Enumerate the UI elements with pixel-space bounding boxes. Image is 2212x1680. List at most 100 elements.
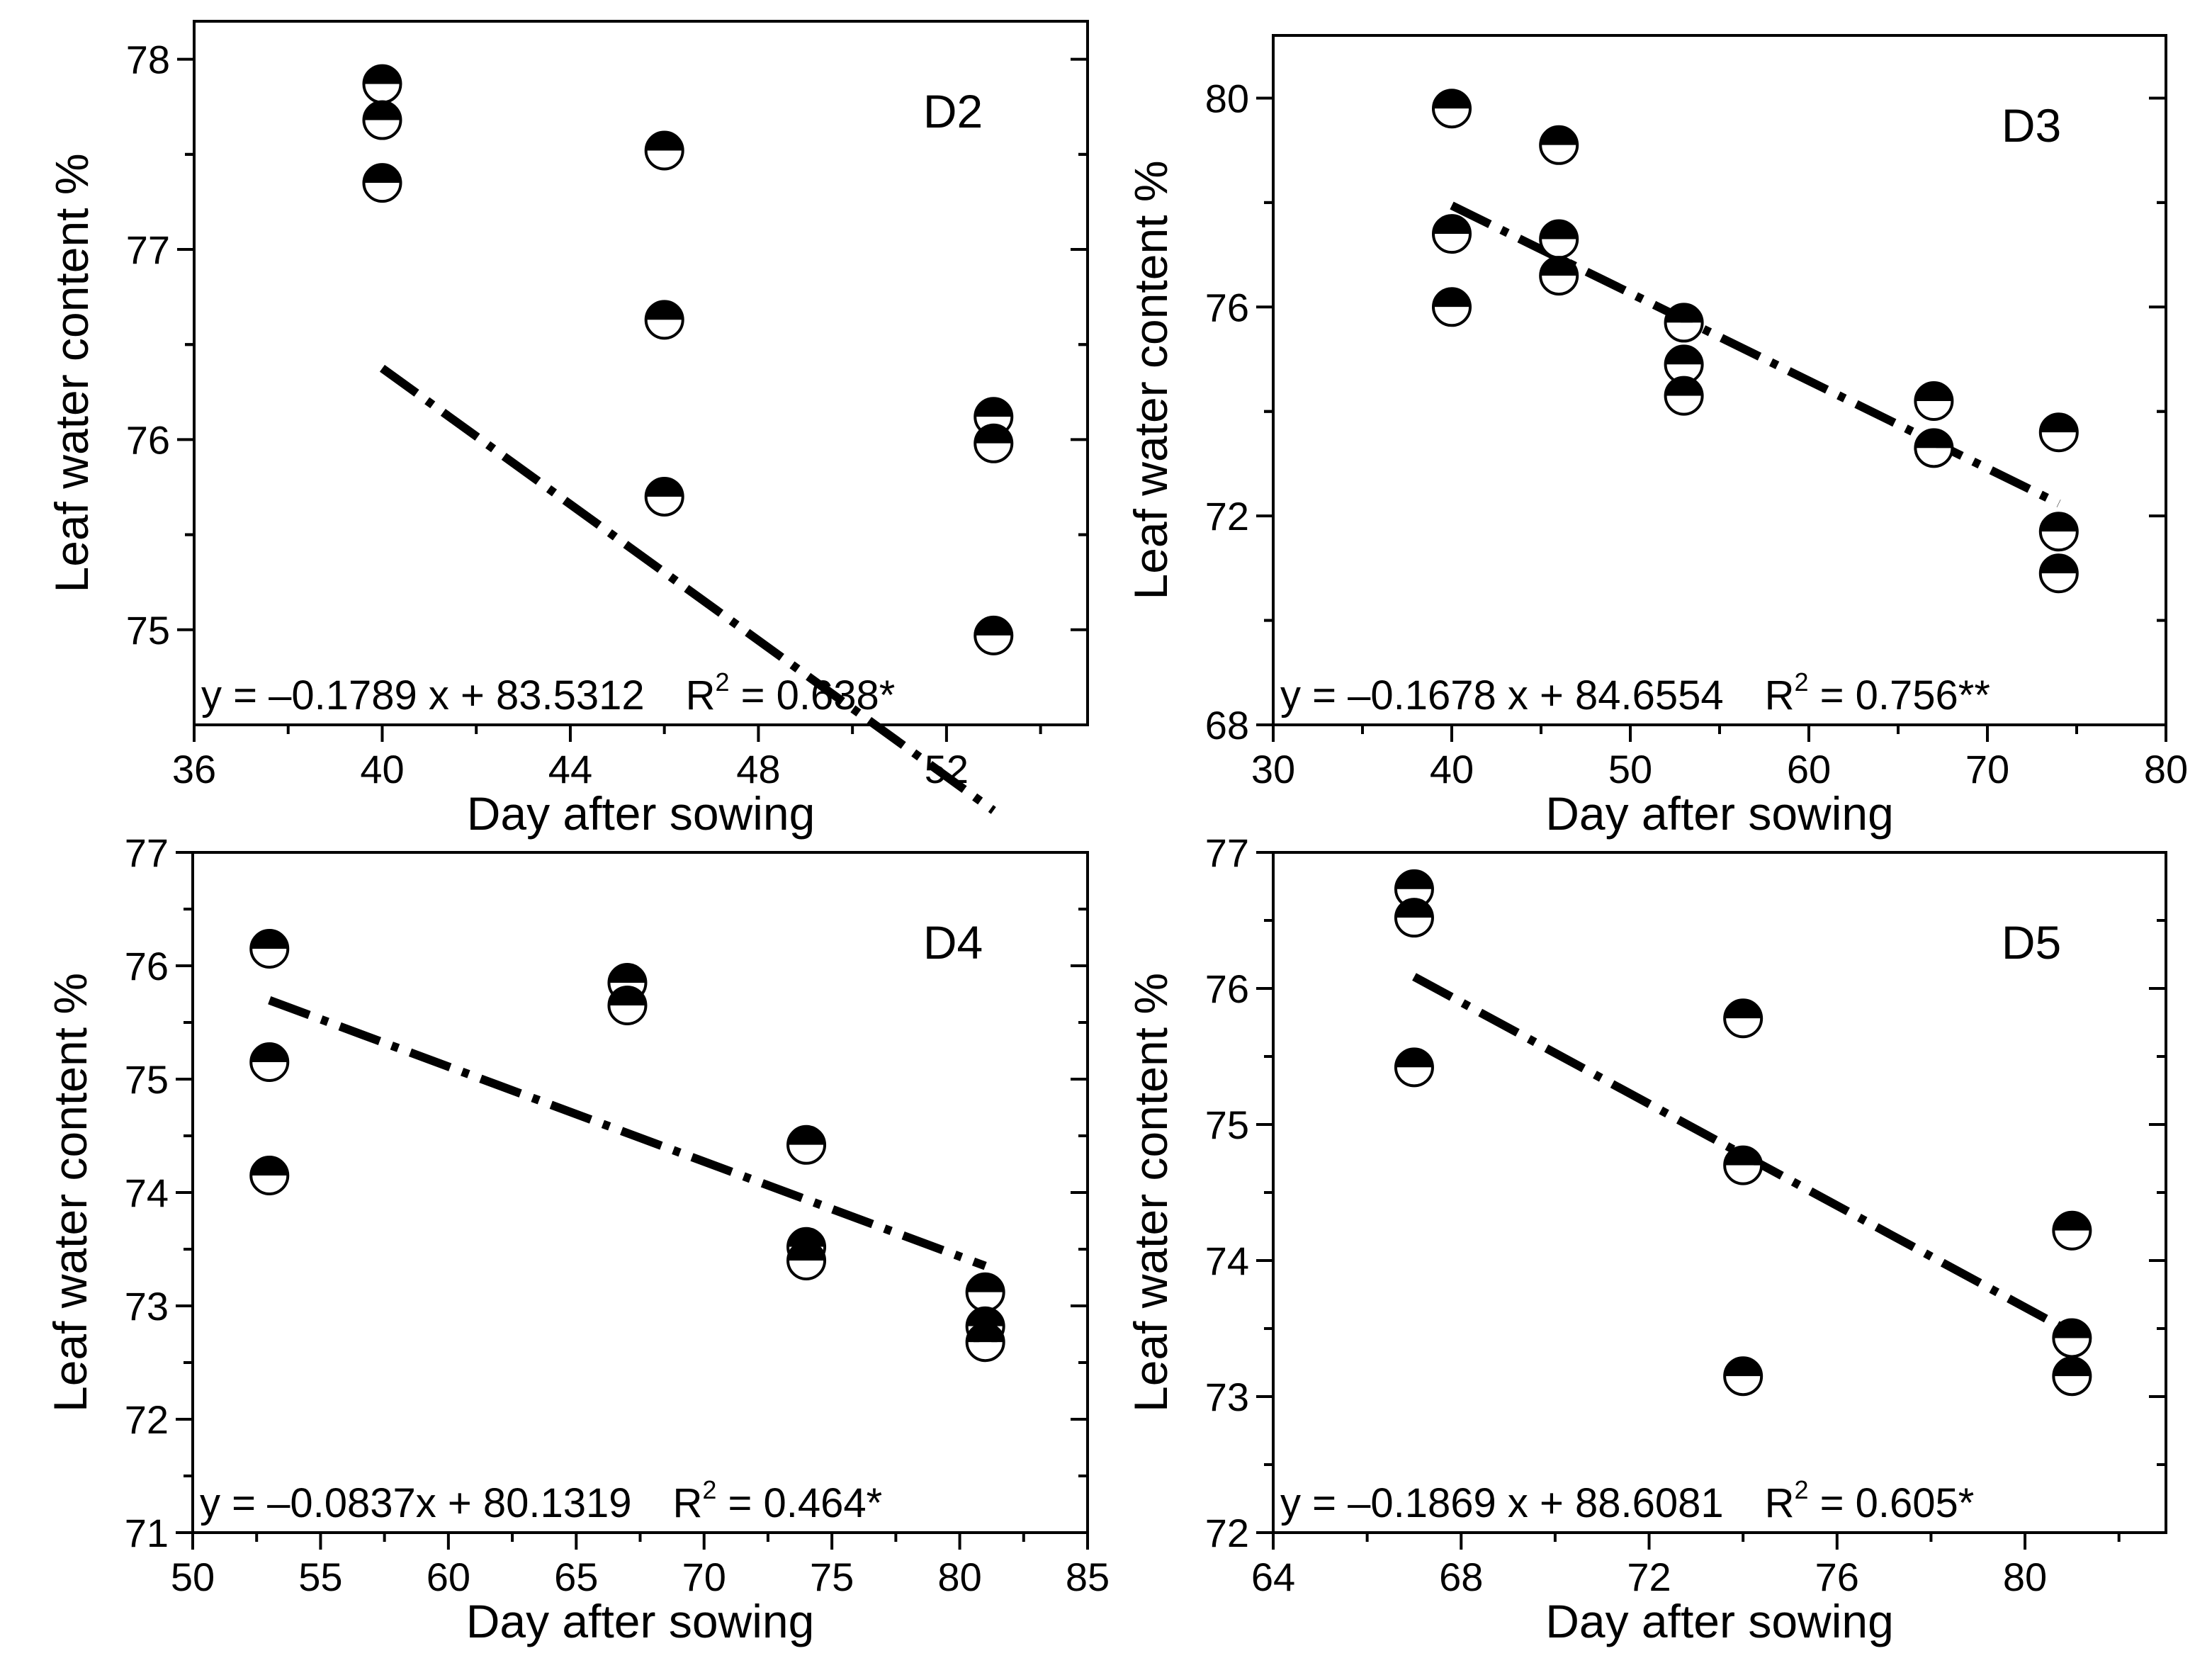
- y-tick-label: 68: [1205, 703, 1249, 748]
- data-point: [1539, 125, 1579, 165]
- data-point-top: [1725, 1000, 1762, 1019]
- data-point-bottom: [1915, 448, 1953, 467]
- data-point-outline: [1539, 125, 1579, 165]
- data-point-bottom: [975, 443, 1012, 462]
- data-point-bottom: [2053, 1376, 2091, 1395]
- data-point-top: [1665, 377, 1703, 396]
- data-point: [786, 1241, 827, 1280]
- data-point: [2052, 1210, 2092, 1251]
- data-point-top: [966, 1273, 1004, 1292]
- data-point-top: [251, 1044, 288, 1062]
- x-axis-label: Day after sowing: [1545, 1595, 1894, 1647]
- x-tick-label: 85: [1066, 1555, 1110, 1599]
- data-point-bottom: [363, 183, 401, 202]
- r2-symbol: R: [1765, 672, 1795, 718]
- x-axis-label: Day after sowing: [466, 1595, 815, 1647]
- x-tick-label: 48: [736, 747, 780, 791]
- data-point: [249, 929, 290, 969]
- data-point-outline: [2052, 1356, 2092, 1397]
- data-point-top: [251, 1157, 288, 1176]
- data-point-outline: [1723, 1356, 1764, 1397]
- data-point-bottom: [1433, 307, 1470, 326]
- data-point-top: [1433, 90, 1470, 109]
- r2-value: = 0.638*: [730, 672, 896, 718]
- data-point: [786, 1124, 827, 1165]
- y-tick-label: 77: [125, 830, 169, 875]
- x-tick-label: 55: [298, 1555, 342, 1599]
- equation-text: y = –0.1789 x + 83.5312: [201, 672, 645, 718]
- data-point-top: [363, 164, 401, 184]
- data-point-bottom: [1540, 145, 1578, 164]
- data-point: [1394, 898, 1434, 938]
- data-point: [2038, 512, 2079, 552]
- data-point-top: [645, 301, 683, 320]
- x-tick-label: 60: [427, 1555, 470, 1599]
- trend-line: [1412, 973, 2075, 1337]
- x-tick-label: 75: [810, 1555, 854, 1599]
- data-point: [974, 423, 1014, 463]
- data-point-outline: [1914, 428, 1954, 468]
- data-point-outline: [1432, 89, 1472, 129]
- data-point-bottom: [645, 496, 683, 515]
- data-point-outline: [1914, 380, 1954, 421]
- data-point-bottom: [1915, 400, 1953, 419]
- data-point-outline: [1664, 303, 1704, 343]
- x-tick-label: 76: [1815, 1555, 1859, 1599]
- data-point: [1432, 214, 1472, 254]
- data-point-bottom: [1725, 1165, 1762, 1184]
- data-point: [1723, 998, 1764, 1039]
- data-point-outline: [1394, 898, 1434, 938]
- data-point-top: [2040, 555, 2077, 574]
- data-point-bottom: [363, 84, 401, 103]
- data-point-top: [1540, 126, 1578, 145]
- y-tick-label: 72: [1205, 494, 1249, 539]
- y-tick-label: 76: [1205, 285, 1249, 329]
- y-tick-label: 72: [125, 1397, 169, 1442]
- equation-text: y = –0.1869 x + 88.6081: [1280, 1480, 1724, 1526]
- data-point: [362, 100, 402, 140]
- r2-value: = 0.464*: [716, 1480, 882, 1526]
- data-point-bottom: [2053, 1338, 2091, 1357]
- trend-line: [379, 364, 996, 814]
- y-tick-label: 74: [125, 1171, 169, 1215]
- y-tick-label: 78: [126, 38, 170, 82]
- data-point: [1664, 303, 1704, 343]
- data-point-outline: [1723, 1145, 1764, 1185]
- data-point-outline: [1539, 256, 1579, 296]
- x-tick-label: 50: [171, 1555, 215, 1599]
- r2-value: = 0.756**: [1809, 672, 1990, 718]
- y-tick-label: 76: [126, 417, 170, 462]
- y-axis-label: Leaf water content %: [1124, 973, 1177, 1412]
- data-point-outline: [2038, 553, 2079, 594]
- y-tick-label: 76: [125, 944, 169, 988]
- data-point-outline: [362, 100, 402, 140]
- data-point-top: [363, 65, 401, 84]
- data-point-top: [645, 132, 683, 151]
- data-point-bottom: [788, 1261, 825, 1280]
- data-point-top: [2053, 1212, 2091, 1231]
- x-axis-label: Day after sowing: [467, 787, 816, 840]
- data-point-outline: [1394, 1047, 1434, 1088]
- data-point-bottom: [2053, 1230, 2091, 1249]
- data-point: [2052, 1356, 2092, 1397]
- data-point-outline: [607, 986, 648, 1025]
- data-point-outline: [974, 615, 1014, 655]
- data-point-top: [1540, 220, 1578, 239]
- panel-d3: 30 40 50 60 70 80 68 72 76 80 Day after sowing Leaf…: [1124, 34, 2188, 840]
- data-point-bottom: [1665, 395, 1703, 415]
- data-point: [1394, 1047, 1434, 1088]
- data-point-top: [363, 101, 401, 120]
- data-point: [1432, 287, 1472, 327]
- x-tick-label: 70: [1965, 747, 2009, 791]
- data-point-top: [2040, 513, 2077, 532]
- data-point-bottom: [251, 949, 288, 968]
- data-point-top: [1665, 304, 1703, 323]
- data-point-top: [788, 1242, 825, 1261]
- data-point: [2038, 553, 2079, 594]
- equation-text: y = –0.1678 x + 84.6554: [1280, 672, 1724, 718]
- data-point-top: [975, 398, 1012, 417]
- data-point: [965, 1322, 1005, 1363]
- x-tick-label: 70: [682, 1555, 726, 1599]
- data-point-bottom: [2040, 573, 2077, 592]
